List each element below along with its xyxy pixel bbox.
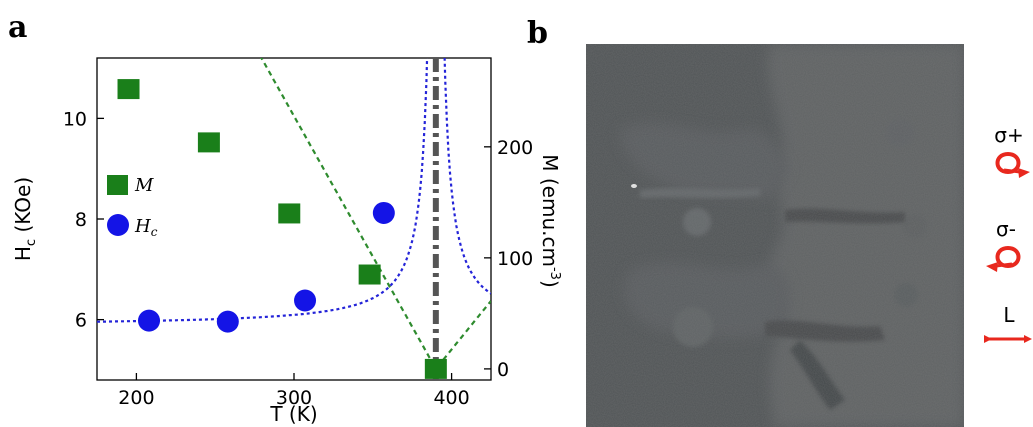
y-left-tick-label: 10 [63, 108, 87, 130]
legend-label-hc: Hc [134, 216, 158, 239]
x-tick-label: 200 [118, 387, 154, 409]
y-left-tick-label: 8 [75, 209, 87, 231]
panel-b-label: b [527, 16, 548, 51]
panel-a-label: a [8, 10, 27, 45]
polarization-sigma-plus: σ+ [994, 123, 1030, 178]
data-markers [117, 79, 447, 379]
data-point-hc [372, 201, 395, 224]
fit-line-m [260, 58, 491, 369]
sigma-plus-label: σ+ [994, 123, 1023, 147]
data-point-m [424, 358, 447, 379]
data-point-hc [294, 289, 317, 312]
fit-lines [97, 58, 491, 369]
legend: M Hc [107, 175, 158, 239]
polarization-sigma-minus: σ- [986, 217, 1021, 272]
data-point-m [197, 132, 220, 153]
x-axis-label: T (K) [269, 402, 317, 426]
y-right-tick-label: 200 [497, 137, 533, 159]
sigma-minus-label: σ- [996, 217, 1016, 241]
fit-line-hc-right [443, 58, 491, 295]
y-right-tick-label: 100 [497, 248, 533, 270]
legend-marker-m [107, 175, 128, 195]
data-point-hc [138, 309, 161, 332]
legend-marker-hc [107, 214, 129, 236]
micrograph-image [586, 44, 964, 427]
polarization-linear: L [984, 303, 1032, 343]
x-tick-label: 400 [433, 387, 469, 409]
fit-line-hc-left [97, 58, 429, 323]
y-axis-right-label: M (emu.cm-3) [538, 154, 562, 288]
data-point-hc [216, 310, 239, 333]
legend-label-m: M [134, 175, 154, 196]
data-point-m [117, 79, 140, 100]
arrowhead-icon [1018, 168, 1030, 178]
data-point-m [278, 203, 301, 224]
linear-label: L [1003, 303, 1015, 327]
arrowhead-icon [986, 262, 998, 272]
micrograph-panel-b: σ+ σ- L [586, 44, 1032, 427]
y-left-tick-label: 6 [75, 310, 87, 332]
data-point-m [358, 264, 381, 285]
y-right-tick-label: 0 [497, 359, 509, 381]
y-axis-left-label: Hc (KOe) [11, 177, 39, 261]
x-tick-label: 300 [276, 387, 312, 409]
